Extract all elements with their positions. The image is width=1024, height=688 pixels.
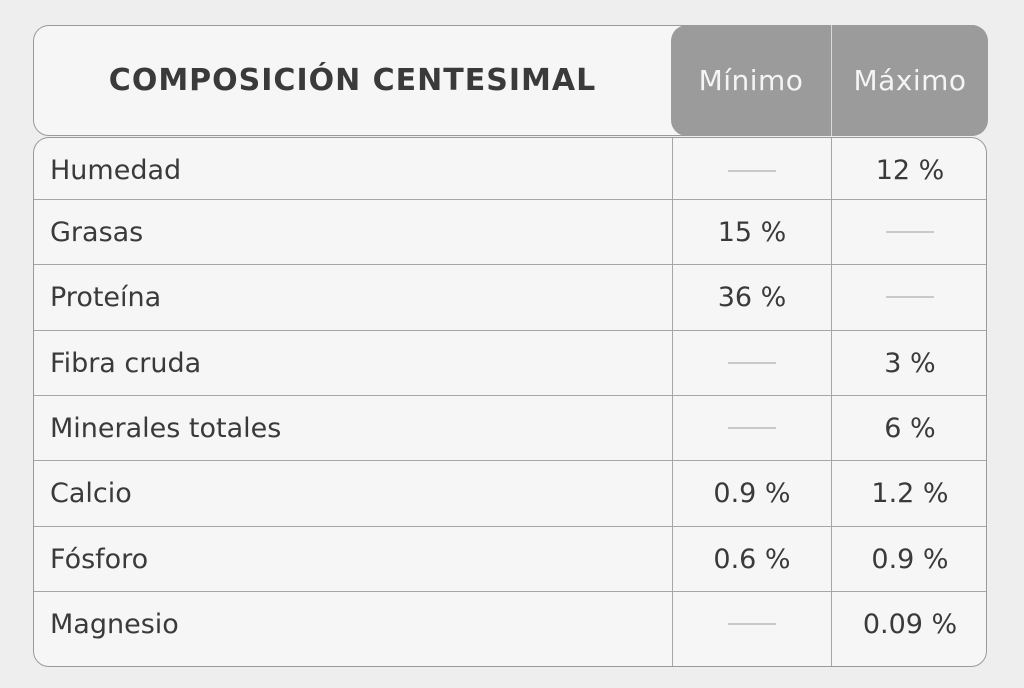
table-row: Magnesio 0.09 % [34, 591, 986, 656]
row-label: Calcio [50, 477, 132, 509]
max-value: 0.09 % [862, 608, 958, 640]
max-value: 3 % [884, 347, 936, 379]
table-row: Proteína 36 % [34, 264, 986, 329]
column-header-min: Mínimo [671, 25, 831, 136]
empty-dash [728, 169, 776, 172]
row-label: Magnesio [50, 608, 179, 640]
column-header-divider [831, 25, 832, 136]
row-label: Fibra cruda [50, 347, 202, 379]
row-label: Minerales totales [50, 412, 282, 444]
column-divider-min [672, 138, 673, 666]
row-label: Humedad [50, 155, 182, 186]
row-label: Fósforo [50, 543, 149, 575]
table-row: Calcio 0.9 % 1.2 % [34, 460, 986, 525]
max-value [832, 200, 986, 264]
min-value [672, 592, 832, 656]
min-value [672, 331, 832, 395]
column-header-max: Máximo [832, 25, 988, 136]
empty-dash [728, 427, 776, 429]
min-value [672, 138, 832, 203]
table-body: Humedad 12 % Grasas 15 % Proteína 36 % F… [33, 137, 987, 667]
empty-dash [886, 296, 934, 298]
column-divider-max [831, 138, 832, 666]
min-value: 15 % [717, 216, 787, 248]
row-label: Proteína [50, 281, 162, 313]
table-title: COMPOSICIÓN CENTESIMAL [108, 63, 597, 98]
min-value: 0.6 % [713, 543, 791, 575]
max-value: 6 % [884, 412, 936, 444]
row-label: Grasas [50, 216, 144, 248]
max-value: 0.9 % [871, 543, 949, 575]
empty-dash [886, 231, 934, 233]
min-value: 0.9 % [713, 477, 791, 509]
table-row: Fibra cruda 3 % [34, 330, 986, 395]
table-row: Fósforo 0.6 % 0.9 % [34, 526, 986, 591]
table-row: Grasas 15 % [34, 199, 986, 264]
empty-dash [728, 362, 776, 364]
max-value [832, 265, 986, 329]
max-value: 12 % [875, 155, 945, 186]
empty-dash [728, 623, 776, 625]
table-row: Humedad 12 % [34, 138, 986, 203]
max-value: 1.2 % [871, 477, 949, 509]
min-value [672, 396, 832, 460]
table-row: Minerales totales 6 % [34, 395, 986, 460]
min-value: 36 % [717, 281, 787, 313]
